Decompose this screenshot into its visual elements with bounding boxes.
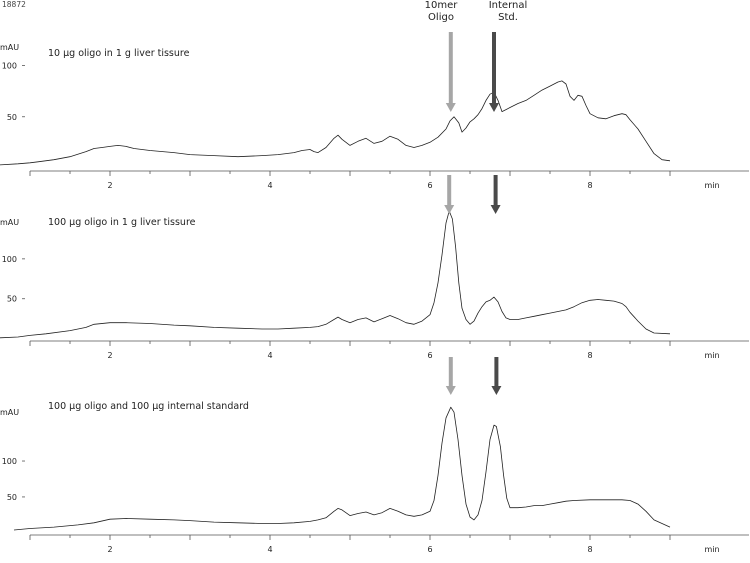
panel-3: 2 4 6 8 min 50 100 mAU 100 µg oligo and 100 µg i… — [0, 357, 749, 554]
x-tick-label: 8 — [587, 351, 592, 360]
std-annotation-line2: Std. — [498, 12, 518, 23]
y-tick-label: 50 — [7, 493, 17, 502]
x-tick-label: 6 — [427, 351, 432, 360]
oligo-annotation-line1: 10mer — [425, 0, 459, 11]
oligo-annotation-line2: Oligo — [428, 12, 454, 23]
panel-2: 2 4 6 8 min 50 100 mAU 100 µg oligo in 1 g liver… — [0, 175, 749, 360]
figure-id-label: 18872 — [2, 0, 26, 9]
x-tick-label: 2 — [107, 181, 112, 190]
std-arrow-head — [490, 205, 501, 214]
x-tick-label: 6 — [427, 545, 432, 554]
y-axis-label: mAU — [0, 408, 19, 417]
x-tick-label: 6 — [427, 181, 432, 190]
y-tick-label: 50 — [7, 295, 17, 304]
x-axis-label: min — [704, 351, 719, 360]
std-arrow-head — [489, 103, 499, 112]
y-axis-label: mAU — [0, 43, 19, 52]
y-tick-label: 50 — [7, 113, 17, 122]
chromatogram-trace — [0, 210, 671, 339]
y-tick-label: 100 — [2, 457, 17, 466]
x-tick-label: 8 — [587, 545, 592, 554]
std-annotation-line1: Internal — [489, 0, 528, 11]
panel-title: 100 µg oligo and 100 µg internal standar… — [48, 401, 249, 412]
panel-1: 2 4 6 8 min 50 100 mAU 10 µg oligo in 1 g liver … — [0, 32, 749, 190]
x-tick-label: 4 — [267, 181, 272, 190]
chromatogram-trace — [0, 80, 671, 166]
x-tick-label: 8 — [587, 181, 592, 190]
std-arrow-head — [491, 386, 502, 395]
x-tick-label: 4 — [267, 545, 272, 554]
y-tick-label: 100 — [2, 255, 17, 264]
y-tick-label: 100 — [2, 62, 17, 71]
panel-title: 100 µg oligo in 1 g liver tissure — [48, 217, 196, 228]
x-axis-label: min — [704, 545, 719, 554]
chromatogram-trace — [13, 406, 671, 531]
panel-title: 10 µg oligo in 1 g liver tissure — [48, 48, 190, 59]
x-tick-label: 2 — [107, 351, 112, 360]
y-axis-label: mAU — [0, 218, 19, 227]
oligo-arrow-head — [445, 386, 456, 395]
oligo-arrow-head — [445, 103, 456, 112]
x-axis-label: min — [704, 181, 719, 190]
oligo-arrow-head — [444, 205, 455, 214]
x-tick-label: 4 — [267, 351, 272, 360]
x-tick-label: 2 — [107, 545, 112, 554]
